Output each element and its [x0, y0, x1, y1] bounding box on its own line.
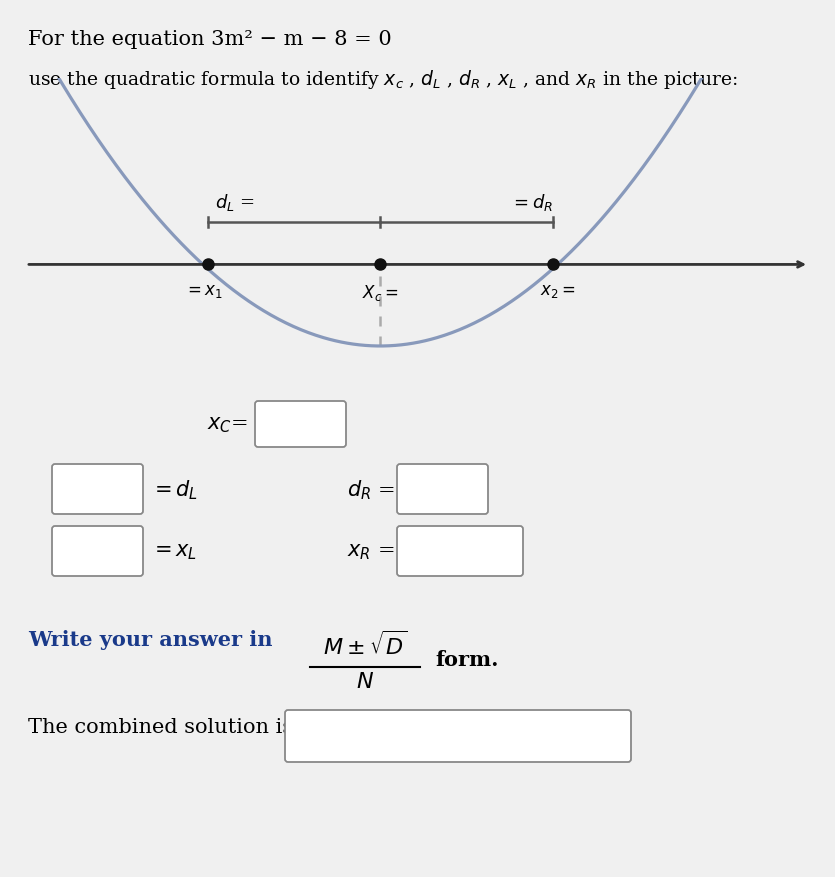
- Text: $d_R$ =: $d_R$ =: [347, 478, 395, 502]
- Text: $= x_L$: $= x_L$: [150, 542, 197, 561]
- Text: Write your answer in: Write your answer in: [28, 630, 272, 649]
- FancyBboxPatch shape: [397, 465, 488, 515]
- Text: $= d_R$: $= d_R$: [509, 192, 553, 213]
- Text: The combined solution is: The combined solution is: [28, 717, 293, 736]
- Text: $M \pm \sqrt{D}$: $M \pm \sqrt{D}$: [323, 631, 407, 660]
- Text: $= x_1$: $= x_1$: [184, 282, 222, 300]
- FancyBboxPatch shape: [52, 465, 143, 515]
- FancyBboxPatch shape: [52, 526, 143, 576]
- Text: $d_L$ =: $d_L$ =: [215, 192, 255, 213]
- Text: form.: form.: [435, 649, 498, 669]
- FancyBboxPatch shape: [285, 710, 631, 762]
- Text: $x_2 =$: $x_2 =$: [539, 282, 575, 300]
- Text: $x_C$=: $x_C$=: [207, 415, 248, 434]
- Text: use the quadratic formula to identify $x_c$ , $d_L$ , $d_R$ , $x_L$ , and $x_R$ : use the quadratic formula to identify $x…: [28, 68, 738, 91]
- Text: $N$: $N$: [356, 670, 374, 692]
- Text: $x_R$ =: $x_R$ =: [347, 542, 395, 561]
- Text: $= d_L$: $= d_L$: [150, 478, 198, 502]
- FancyBboxPatch shape: [255, 402, 346, 447]
- Text: $X_c =$: $X_c =$: [362, 282, 398, 303]
- Text: For the equation 3m² − m − 8 = 0: For the equation 3m² − m − 8 = 0: [28, 30, 392, 49]
- FancyBboxPatch shape: [397, 526, 523, 576]
